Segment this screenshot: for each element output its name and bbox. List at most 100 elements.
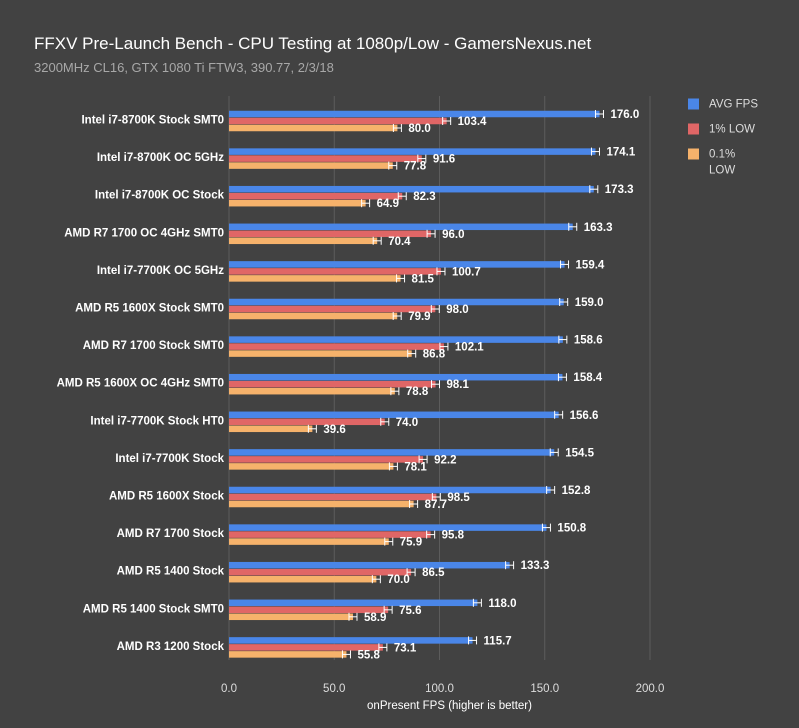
bar: [229, 493, 437, 501]
bar: [229, 237, 378, 245]
bar: [229, 148, 596, 155]
legend-label: LOW: [709, 165, 735, 177]
data-label: 133.3: [521, 560, 550, 572]
category-label: AMD R5 1600X Stock SMT0: [75, 303, 224, 315]
category-label: Intel i7-7700K OC 5GHz: [97, 265, 224, 277]
data-label: 80.0: [408, 123, 430, 135]
x-tick-label: 50.0: [323, 683, 345, 695]
bar: [229, 298, 564, 306]
bar: [229, 343, 444, 350]
data-label: 100.7: [452, 266, 481, 278]
bar: [229, 155, 422, 162]
bar: [229, 387, 395, 395]
data-label: 86.5: [422, 567, 445, 579]
bar: [229, 124, 398, 132]
bar: [229, 606, 389, 614]
bar: [229, 613, 353, 621]
category-label: AMD R7 1700 OC 4GHz SMT0: [64, 227, 224, 239]
data-label: 64.9: [377, 198, 399, 210]
bar: [229, 463, 394, 470]
bar: [229, 223, 573, 231]
data-label: 77.8: [404, 161, 427, 173]
legend-swatch: [688, 123, 699, 135]
bar: [229, 185, 594, 193]
category-label: Intel i7-7700K Stock HT0: [90, 415, 224, 427]
bar: [229, 162, 393, 169]
data-label: 95.8: [442, 530, 465, 542]
bar: [229, 500, 414, 508]
bar: [229, 305, 436, 313]
data-label: 154.5: [565, 447, 594, 459]
category-label: AMD R7 1700 Stock SMT0: [83, 340, 224, 352]
data-label: 74.0: [396, 417, 418, 429]
data-label: 78.8: [406, 386, 429, 398]
legend-swatch: [688, 98, 699, 110]
bar: [229, 261, 565, 268]
data-label: 73.1: [394, 642, 417, 654]
x-tick-labels: 0.0 50.0 100.0 150.0 200.0: [221, 683, 664, 695]
legend-label: AVG FPS: [709, 99, 758, 111]
data-label: 87.7: [425, 499, 447, 511]
bar: [229, 575, 377, 583]
data-label: 98.0: [446, 304, 468, 316]
data-label: 152.8: [562, 485, 591, 497]
data-label: 102.1: [455, 342, 484, 354]
data-label: 176.0: [610, 109, 639, 121]
data-label: 78.1: [404, 461, 427, 473]
data-label: 103.4: [458, 116, 487, 128]
data-label: 158.4: [573, 372, 602, 384]
bar: [229, 117, 447, 125]
bar: [229, 110, 600, 118]
data-label: 150.8: [557, 523, 586, 535]
data-label: 98.1: [447, 379, 470, 391]
data-label: 173.3: [605, 184, 634, 196]
data-label: 75.9: [400, 537, 422, 549]
category-label: AMD R5 1400 Stock SMT0: [83, 603, 224, 615]
bar: [229, 268, 441, 275]
data-label: 70.0: [387, 574, 409, 586]
bar: [229, 599, 478, 607]
bar: [229, 373, 563, 381]
bar: [229, 312, 398, 320]
data-label: 55.8: [357, 649, 380, 661]
data-label: 118.0: [488, 598, 516, 610]
data-label: 70.4: [388, 236, 411, 248]
data-label: 159.4: [576, 259, 605, 271]
data-label: 159.0: [575, 297, 604, 309]
category-label: AMD R3 1200 Stock: [117, 641, 225, 653]
data-label: 82.3: [413, 191, 435, 203]
data-label: 156.6: [570, 410, 599, 422]
x-axis-title: onPresent FPS (higher is better): [367, 700, 532, 712]
data-label: 98.5: [447, 492, 470, 504]
x-tick-label: 100.0: [425, 683, 454, 695]
bar: [229, 486, 551, 494]
x-tick-label: 200.0: [636, 683, 665, 695]
bar: [229, 561, 510, 569]
data-label: 174.1: [606, 147, 635, 159]
data-label: 158.6: [574, 335, 603, 347]
data-label: 96.0: [442, 229, 464, 241]
bar: [229, 275, 401, 282]
x-tick-label: 150.0: [530, 683, 559, 695]
legend-label: 0.1%: [709, 149, 735, 161]
bar: [229, 568, 412, 576]
data-label: 163.3: [584, 222, 613, 234]
bar: [229, 524, 547, 531]
data-label: 75.6: [399, 605, 421, 617]
data-label: 81.5: [412, 273, 435, 285]
category-label: AMD R5 1600X OC 4GHz SMT0: [57, 378, 224, 390]
bar: [229, 637, 473, 644]
data-label: 39.6: [323, 424, 345, 436]
chart-subtitle: 3200MHz CL16, GTX 1080 Ti FTW3, 390.77, …: [34, 60, 334, 75]
bar: [229, 651, 347, 658]
bars: 176.0 103.4 80.0 174.1 91.6 77.8 173.3 82.3 64.9…: [229, 109, 639, 661]
x-tick-label: 0.0: [221, 683, 237, 695]
data-label: 115.7: [484, 635, 512, 647]
bar: [229, 531, 431, 538]
data-label: 92.2: [434, 454, 456, 466]
bar: [229, 425, 313, 433]
bar: [229, 449, 555, 456]
bar: [229, 350, 412, 357]
bar: [229, 538, 389, 545]
